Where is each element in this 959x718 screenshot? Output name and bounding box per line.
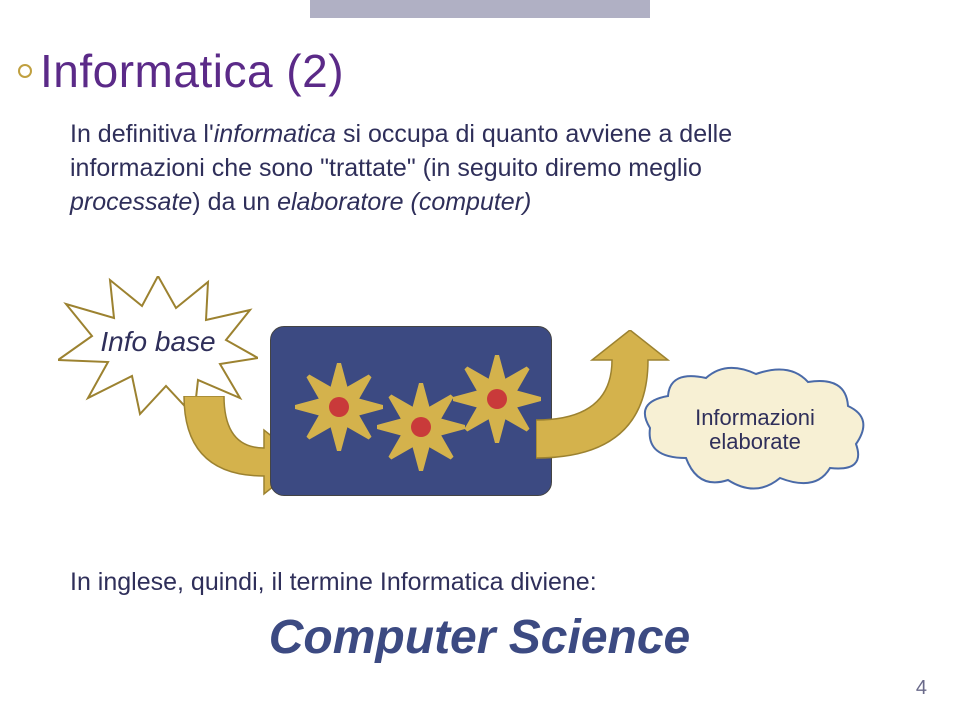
- body-l1b: informatica: [214, 120, 336, 148]
- starburst-callout: Info base: [58, 276, 258, 416]
- slide-title: Informatica (2): [40, 44, 344, 98]
- title-block: Informatica (2): [18, 44, 344, 98]
- body-l3a: processate: [70, 188, 192, 216]
- starburst-label: Info base: [58, 326, 258, 358]
- cloud-label-line2: elaborate: [709, 429, 801, 454]
- cloud-label-line1: Informazioni: [695, 405, 815, 430]
- body-l3c: elaboratore (computer): [277, 188, 531, 216]
- cloud-label: Informazioni elaborate: [640, 406, 870, 454]
- body-l2: informazioni che sono "trattate" (in seg…: [70, 154, 702, 182]
- title-bullet: [18, 64, 32, 78]
- footer-text: In inglese, quindi, il termine Informati…: [70, 568, 890, 597]
- body-l1a: In definitiva l': [70, 120, 214, 148]
- page-number: 4: [916, 677, 927, 700]
- gear-icon-3: [447, 349, 547, 449]
- top-accent-bar: [310, 0, 650, 18]
- body-l3b: ) da un: [192, 188, 277, 216]
- processor-box: [270, 326, 552, 496]
- computer-science-label: Computer Science: [0, 610, 959, 665]
- cloud-callout: Informazioni elaborate: [640, 366, 870, 506]
- body-l1c: si occupa di quanto avviene a delle: [336, 120, 732, 148]
- body-paragraph: In definitiva l'informatica si occupa di…: [70, 118, 890, 219]
